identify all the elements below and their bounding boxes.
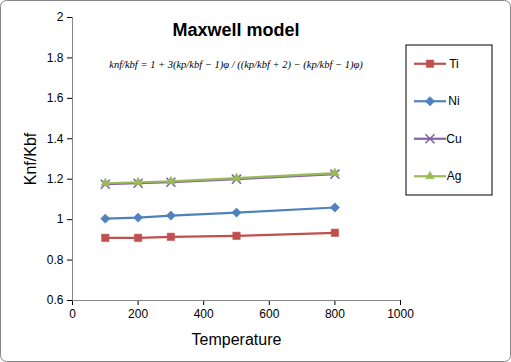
svg-text:2: 2 bbox=[57, 10, 64, 24]
svg-text:knf/kbf = 1 + 3(kp/kbf − 1)φ /: knf/kbf = 1 + 3(kp/kbf − 1)φ / ((kp/kbf … bbox=[109, 59, 363, 71]
svg-text:800: 800 bbox=[325, 307, 345, 321]
svg-text:Maxwell model: Maxwell model bbox=[172, 20, 299, 40]
svg-text:1.2: 1.2 bbox=[47, 172, 64, 186]
svg-text:1000: 1000 bbox=[387, 307, 414, 321]
svg-text:Ag: Ag bbox=[447, 169, 462, 183]
svg-text:1: 1 bbox=[57, 212, 64, 226]
svg-text:1.6: 1.6 bbox=[47, 91, 64, 105]
svg-text:Cu: Cu bbox=[446, 132, 461, 146]
svg-text:400: 400 bbox=[194, 307, 214, 321]
svg-text:Ni: Ni bbox=[448, 94, 459, 108]
svg-text:0.8: 0.8 bbox=[47, 253, 64, 267]
svg-text:200: 200 bbox=[128, 307, 148, 321]
svg-text:Ti: Ti bbox=[449, 57, 459, 71]
svg-text:0.6: 0.6 bbox=[47, 293, 64, 307]
svg-text:Temperature: Temperature bbox=[192, 331, 282, 348]
svg-text:Knf/Kbf: Knf/Kbf bbox=[22, 132, 39, 185]
svg-text:1.4: 1.4 bbox=[47, 132, 64, 146]
svg-text:0: 0 bbox=[69, 307, 76, 321]
svg-text:1.8: 1.8 bbox=[47, 51, 64, 65]
svg-text:600: 600 bbox=[259, 307, 279, 321]
